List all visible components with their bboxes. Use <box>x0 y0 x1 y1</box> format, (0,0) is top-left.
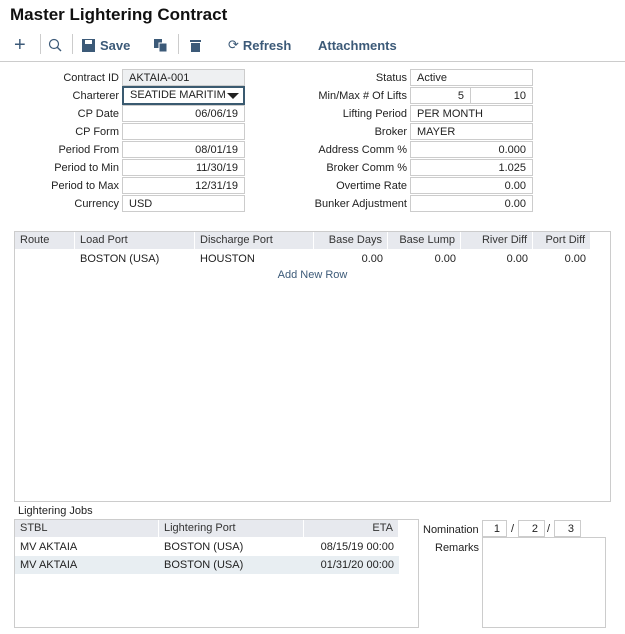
column-header[interactable]: Load Port <box>75 232 195 249</box>
routes-grid: Route Load Port Discharge Port Base Days Bas… <box>14 231 611 502</box>
lightering-jobs-grid: STBL Lightering Port ETA MV AKTAIA BOSTON (U… <box>14 519 419 628</box>
period-to-min-label: Period to Min <box>54 162 119 174</box>
lightering-jobs-label: Lightering Jobs <box>18 505 93 517</box>
job-cell: BOSTON (USA) <box>164 559 244 571</box>
separator: / <box>511 523 515 535</box>
column-header[interactable]: Route <box>15 232 75 249</box>
overtime-rate-label: Overtime Rate <box>336 180 407 192</box>
charterer-label: Charterer <box>72 90 119 102</box>
delete-button[interactable] <box>190 36 201 54</box>
cp-form-label: CP Form <box>75 126 119 138</box>
job-cell: MV AKTAIA <box>20 541 78 553</box>
overtime-rate-field[interactable]: 0.00 <box>410 177 533 194</box>
address-comm-label: Address Comm % <box>318 144 407 156</box>
add-new-row-link[interactable]: Add New Row <box>277 269 348 281</box>
lifting-period-field[interactable]: PER MONTH <box>410 105 533 122</box>
max-lifts-field[interactable]: 10 <box>470 87 533 104</box>
period-from-field[interactable]: 08/01/19 <box>122 141 245 158</box>
broker-field[interactable]: MAYER <box>410 123 533 140</box>
job-row[interactable] <box>15 538 399 556</box>
contract-id-label: Contract ID <box>63 72 119 84</box>
nomination-label: Nomination <box>423 524 479 536</box>
nomination-field-1[interactable]: 1 <box>482 520 507 537</box>
broker-comm-field[interactable]: 1.025 <box>410 159 533 176</box>
job-row[interactable] <box>15 556 399 574</box>
route-cell[interactable]: BOSTON (USA) <box>80 253 160 265</box>
period-to-min-field[interactable]: 11/30/19 <box>122 159 245 176</box>
column-header[interactable]: Lightering Port <box>159 520 304 537</box>
copy-button[interactable] <box>154 36 168 54</box>
route-cell[interactable]: 0.00 <box>564 253 586 265</box>
job-cell: MV AKTAIA <box>20 559 78 571</box>
route-cell[interactable]: HOUSTON <box>200 253 255 265</box>
min-lifts-field[interactable]: 5 <box>410 87 471 104</box>
column-header[interactable]: ETA <box>304 520 399 537</box>
page-title: Master Lightering Contract <box>10 5 228 24</box>
route-cell[interactable]: 0.00 <box>434 253 456 265</box>
currency-field[interactable]: USD <box>122 195 245 212</box>
period-to-max-label: Period to Max <box>51 180 119 192</box>
contract-id-field: AKTAIA-001 <box>122 69 245 86</box>
charterer-dropdown[interactable]: SEATIDE MARITIM <box>122 86 245 105</box>
remarks-label: Remarks <box>435 542 480 554</box>
column-header[interactable]: Base Lump <box>388 232 461 249</box>
trash-icon <box>190 39 201 52</box>
nomination-field-2[interactable]: 2 <box>518 520 545 537</box>
cp-form-field[interactable] <box>122 123 245 140</box>
copy-icon <box>154 38 168 52</box>
bunker-adjustment-field[interactable]: 0.00 <box>410 195 533 212</box>
separator: / <box>547 523 551 535</box>
broker-label: Broker <box>374 126 407 138</box>
add-button[interactable]: + <box>14 33 26 56</box>
job-cell: 01/31/20 00:00 <box>320 559 394 571</box>
period-to-max-field[interactable]: 12/31/19 <box>122 177 245 194</box>
lifting-period-label: Lifting Period <box>342 108 407 120</box>
lifts-label: Min/Max # Of Lifts <box>318 90 407 102</box>
refresh-button[interactable]: ⟳ Refresh <box>228 37 292 53</box>
remarks-textarea[interactable] <box>482 537 606 628</box>
cp-date-label: CP Date <box>77 108 119 120</box>
job-cell: 08/15/19 00:00 <box>320 541 394 553</box>
status-label: Status <box>375 72 407 84</box>
job-cell: BOSTON (USA) <box>164 541 244 553</box>
column-header[interactable]: Port Diff <box>533 232 591 249</box>
broker-comm-label: Broker Comm % <box>326 162 407 174</box>
column-header[interactable]: River Diff <box>461 232 533 249</box>
search-icon <box>48 38 62 52</box>
column-header[interactable]: Base Days <box>314 232 388 249</box>
toolbar-divider <box>0 61 625 62</box>
column-header[interactable]: Discharge Port <box>195 232 314 249</box>
status-field[interactable]: Active <box>410 69 533 86</box>
save-button[interactable]: Save <box>82 36 130 54</box>
period-from-label: Period From <box>58 144 119 156</box>
bunker-adjustment-label: Bunker Adjustment <box>314 198 407 210</box>
route-cell[interactable]: 0.00 <box>506 253 528 265</box>
currency-label: Currency <box>74 198 119 210</box>
nomination-field-3[interactable]: 3 <box>554 520 581 537</box>
column-header[interactable]: STBL <box>15 520 159 537</box>
attachments-button[interactable]: Attachments <box>318 37 397 53</box>
route-cell[interactable]: 0.00 <box>361 253 383 265</box>
chevron-down-icon <box>227 93 239 99</box>
address-comm-field[interactable]: 0.000 <box>410 141 533 158</box>
plus-icon: + <box>14 33 26 56</box>
cp-date-field[interactable]: 06/06/19 <box>122 105 245 122</box>
charterer-value: SEATIDE MARITIM <box>130 89 226 101</box>
save-icon <box>82 38 95 52</box>
refresh-icon: ⟳ <box>228 37 239 52</box>
search-button[interactable] <box>48 36 62 54</box>
